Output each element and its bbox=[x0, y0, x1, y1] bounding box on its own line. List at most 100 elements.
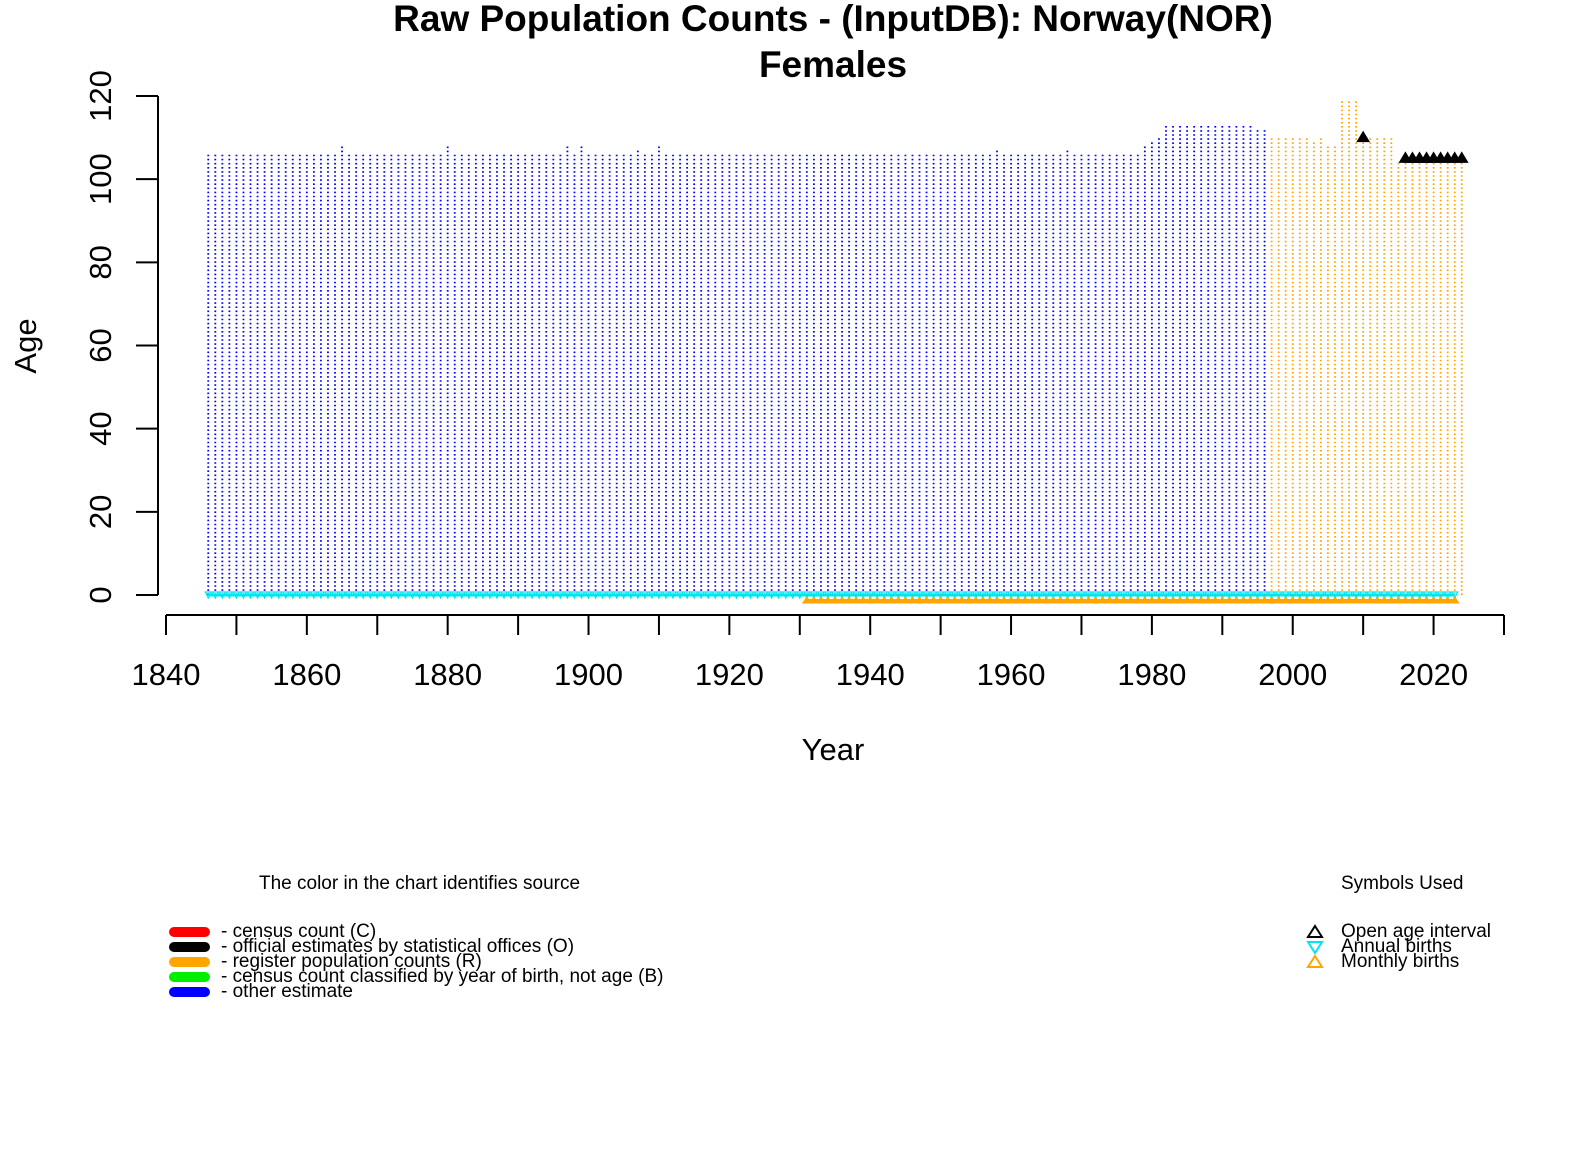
annual-births-point bbox=[873, 591, 882, 600]
triangle-down-icon bbox=[1306, 941, 1324, 955]
annual-births-point bbox=[612, 591, 621, 600]
annual-births-point bbox=[725, 591, 734, 600]
annual-births-point bbox=[1049, 591, 1058, 600]
annual-births-point bbox=[415, 591, 424, 600]
monthly-births-point bbox=[872, 596, 883, 604]
annual-births-point bbox=[373, 591, 382, 600]
monthly-births-point bbox=[1224, 596, 1235, 604]
annual-births-point bbox=[1331, 591, 1339, 600]
annual-births-point bbox=[1119, 591, 1128, 600]
annual-births-point bbox=[718, 591, 727, 600]
y-tick-label: 20 bbox=[83, 495, 118, 529]
annual-births-point bbox=[1126, 591, 1135, 600]
legend-label: Annual births bbox=[1341, 936, 1452, 957]
monthly-births-point bbox=[1273, 596, 1284, 604]
chart-title: Raw Population Counts - (InputDB): Norwa… bbox=[393, 0, 1273, 39]
annual-births-point bbox=[1260, 591, 1269, 600]
monthly-births-point bbox=[1104, 596, 1115, 604]
annual-births-point bbox=[697, 591, 706, 600]
annual-births-point bbox=[760, 591, 769, 600]
annual-births-point bbox=[654, 591, 663, 600]
annual-births-point bbox=[908, 591, 917, 600]
annual-births-point bbox=[957, 591, 966, 600]
annual-births-point bbox=[204, 591, 213, 600]
annual-births-point bbox=[1169, 591, 1177, 600]
annual-births-point bbox=[1267, 591, 1276, 600]
legend-swatch-red bbox=[169, 927, 210, 937]
annual-births-point bbox=[443, 591, 452, 600]
annual-births-point bbox=[1422, 591, 1431, 600]
monthly-births-point bbox=[992, 596, 1002, 604]
annual-births-point bbox=[1056, 591, 1065, 600]
series-register-population-counts bbox=[1270, 100, 1463, 595]
monthly-births-point bbox=[1238, 596, 1249, 604]
annual-births-point bbox=[711, 591, 720, 600]
annual-births-point bbox=[1352, 591, 1361, 600]
annual-births-point bbox=[1218, 591, 1227, 600]
annual-births-point bbox=[1112, 591, 1121, 600]
monthly-births-point bbox=[1393, 596, 1404, 604]
monthly-births-point bbox=[1421, 596, 1432, 604]
monthly-births-point bbox=[886, 596, 897, 604]
monthly-births-point bbox=[1118, 596, 1129, 604]
monthly-births-point bbox=[1111, 596, 1122, 604]
annual-births-point bbox=[894, 591, 903, 600]
monthly-births-point bbox=[1351, 596, 1362, 604]
annual-births-point bbox=[809, 591, 818, 600]
annual-births-point bbox=[591, 591, 600, 600]
axes: 0 20 40 60 80 100 120 1840 1860 1880 1900 1920 1940 1… bbox=[83, 70, 1505, 692]
x-tick-label: 1900 bbox=[554, 657, 623, 692]
annual-births-point bbox=[1021, 591, 1030, 600]
annual-births-point bbox=[640, 591, 649, 600]
annual-births-point bbox=[478, 591, 487, 600]
annual-births-point bbox=[1028, 591, 1037, 600]
monthly-births-point bbox=[1365, 596, 1376, 604]
monthly-births-point bbox=[893, 596, 904, 604]
monthly-births-point bbox=[858, 596, 869, 604]
monthly-births-point bbox=[1442, 596, 1453, 604]
x-axis-label: Year bbox=[802, 732, 865, 767]
monthly-births-series bbox=[801, 596, 1460, 604]
monthly-births-point bbox=[1287, 596, 1298, 604]
annual-births-point bbox=[1373, 591, 1382, 600]
x-tick-label: 1960 bbox=[977, 657, 1046, 692]
annual-births-point bbox=[542, 591, 551, 600]
monthly-births-point bbox=[921, 596, 932, 604]
annual-births-point bbox=[408, 591, 417, 600]
monthly-births-point bbox=[1175, 596, 1185, 604]
monthly-births-point bbox=[1315, 596, 1326, 604]
monthly-births-point bbox=[1041, 596, 1052, 604]
annual-births-point bbox=[845, 591, 854, 600]
annual-births-point bbox=[584, 591, 593, 600]
monthly-births-point bbox=[1132, 596, 1143, 604]
monthly-births-point bbox=[1358, 596, 1369, 604]
open-age-interval-series bbox=[1356, 130, 1469, 163]
annual-births-point bbox=[295, 591, 304, 600]
annual-births-point bbox=[774, 591, 783, 600]
legend-swatch-blue bbox=[169, 987, 210, 997]
x-tick-label: 1860 bbox=[272, 657, 341, 692]
annual-births-point bbox=[1211, 591, 1220, 600]
symbols-legend-title: Symbols Used bbox=[1341, 873, 1464, 894]
annual-births-point bbox=[978, 591, 987, 600]
annual-births-point bbox=[1042, 591, 1051, 600]
monthly-births-point bbox=[963, 596, 974, 604]
y-axis-label: Age bbox=[8, 318, 43, 373]
x-tick-label: 1920 bbox=[695, 657, 764, 692]
annual-births-point bbox=[788, 591, 797, 600]
annual-births-point bbox=[1070, 591, 1079, 600]
legend-swatch-orange bbox=[169, 957, 210, 967]
annual-births-point bbox=[1204, 591, 1213, 600]
annual-births-point bbox=[528, 591, 537, 600]
annual-births-point bbox=[831, 591, 839, 600]
annual-births-point bbox=[619, 591, 628, 600]
annual-births-point bbox=[401, 591, 410, 600]
monthly-births-point bbox=[1301, 596, 1312, 604]
annual-births-point bbox=[985, 591, 994, 600]
monthly-births-point bbox=[1280, 596, 1291, 604]
annual-births-point bbox=[1302, 591, 1311, 600]
annual-births-point bbox=[669, 591, 678, 600]
annual-births-point bbox=[1147, 591, 1156, 600]
annual-births-point bbox=[450, 591, 459, 600]
